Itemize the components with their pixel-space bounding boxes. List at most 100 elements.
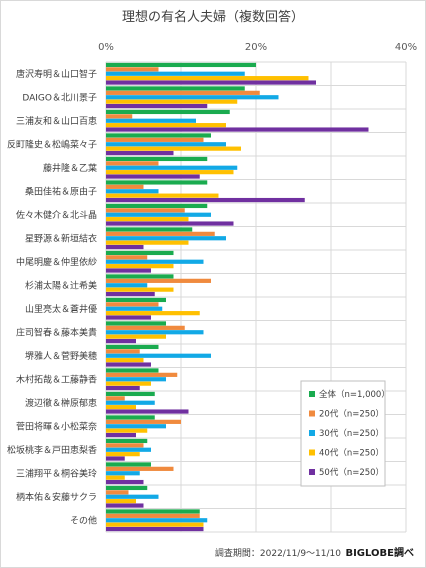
bar <box>106 184 144 189</box>
bar <box>106 485 148 491</box>
bar <box>106 297 166 303</box>
bar <box>106 344 159 350</box>
bar <box>106 428 148 433</box>
bar <box>106 381 151 386</box>
category-label: 三浦友和＆山口百恵 <box>16 115 97 127</box>
bar <box>106 522 204 527</box>
bar <box>106 197 305 203</box>
category-label: 木村拓哉＆工藤静香 <box>16 373 97 385</box>
legend-label: 50代（n=250） <box>319 467 384 478</box>
category-label: 反町隆史＆松嶋菜々子 <box>7 138 97 150</box>
bar <box>106 409 189 414</box>
bar <box>106 156 208 162</box>
bar <box>106 114 133 119</box>
bar <box>106 208 185 213</box>
bar <box>106 475 125 480</box>
bar <box>106 325 185 330</box>
bar <box>106 385 140 391</box>
bar <box>106 109 230 115</box>
bar <box>106 479 144 485</box>
bar <box>106 315 151 320</box>
brand-label: BIGLOBE調べ <box>345 546 414 559</box>
bar <box>106 490 129 495</box>
category-label: 庄司智春＆藤本美貴 <box>16 326 97 338</box>
legend-swatch <box>309 410 315 417</box>
bar <box>106 227 193 232</box>
bar <box>106 123 226 128</box>
bar <box>106 443 144 448</box>
bar <box>106 240 189 245</box>
bar <box>106 236 226 241</box>
bar <box>106 432 136 438</box>
category-label: その他 <box>70 514 97 526</box>
x-axis-ticks: 0% 20% 40% <box>98 42 417 53</box>
bar <box>106 255 148 260</box>
legend: 全体（n=1,000） 20代（n=250） 30代（n=250） 40代（n=250… <box>300 380 390 487</box>
bar <box>106 447 151 452</box>
category-label: 星野源＆新垣結衣 <box>25 232 97 244</box>
bar <box>106 264 174 269</box>
bar <box>106 193 219 198</box>
bar <box>106 161 159 166</box>
bar <box>106 203 208 209</box>
bar <box>106 456 125 461</box>
bar <box>106 180 208 185</box>
bar <box>106 452 140 457</box>
bar <box>106 526 204 532</box>
bar <box>106 311 200 316</box>
bar <box>106 127 369 132</box>
x-tick-label: 20% <box>245 42 267 53</box>
bar <box>106 231 215 236</box>
bar <box>106 499 136 504</box>
category-label: 藤井隆＆乙葉 <box>43 162 97 174</box>
bar <box>106 349 140 354</box>
bar <box>106 268 151 273</box>
survey-period: 調査期間：2022/11/9～11/10 <box>215 547 341 559</box>
bar <box>106 377 166 382</box>
bar <box>106 62 256 68</box>
bar <box>106 415 155 420</box>
bar <box>106 133 211 138</box>
bar <box>106 358 144 363</box>
bar <box>106 283 148 288</box>
bar <box>106 212 211 217</box>
bar <box>106 513 200 518</box>
bar <box>106 103 208 109</box>
bar <box>106 244 144 250</box>
bar <box>106 76 309 81</box>
x-tick-label: 40% <box>395 42 417 53</box>
category-label: 三浦翔平＆桐谷美玲 <box>16 467 97 479</box>
bar <box>106 71 245 76</box>
bars <box>106 62 369 532</box>
legend-swatch <box>309 391 315 397</box>
bar <box>106 438 148 444</box>
bar <box>106 405 136 410</box>
category-label: 松坂桃李＆戸田恵梨香 <box>7 444 97 456</box>
bar <box>106 462 151 467</box>
bar <box>106 137 204 142</box>
bar <box>106 170 234 175</box>
category-label: 柄本佑＆安藤サクラ <box>16 491 97 503</box>
bar <box>106 259 204 264</box>
bar <box>106 67 159 72</box>
bar <box>106 80 316 85</box>
bar <box>106 334 166 339</box>
bar <box>106 174 200 179</box>
bar <box>106 217 189 222</box>
bar <box>106 419 181 424</box>
category-label: 渡辺徹＆榊原郁恵 <box>25 397 97 409</box>
bar <box>106 372 178 377</box>
bar <box>106 471 140 476</box>
chart-title: 理想の有名人夫婦（複数回答） <box>122 9 304 25</box>
bar <box>106 424 166 429</box>
bar <box>106 287 174 292</box>
bar <box>106 338 136 344</box>
bar <box>106 518 208 523</box>
category-labels: 唐沢寿明＆山口智子 DAIGO＆北川景子三浦友和＆山口百恵反町隆史＆松嶋菜々子藤井… <box>7 68 97 527</box>
legend-swatch <box>309 449 315 456</box>
bar <box>106 503 144 508</box>
legend-label: 30代（n=250） <box>319 428 384 439</box>
bar <box>106 274 174 279</box>
bar <box>106 368 159 373</box>
